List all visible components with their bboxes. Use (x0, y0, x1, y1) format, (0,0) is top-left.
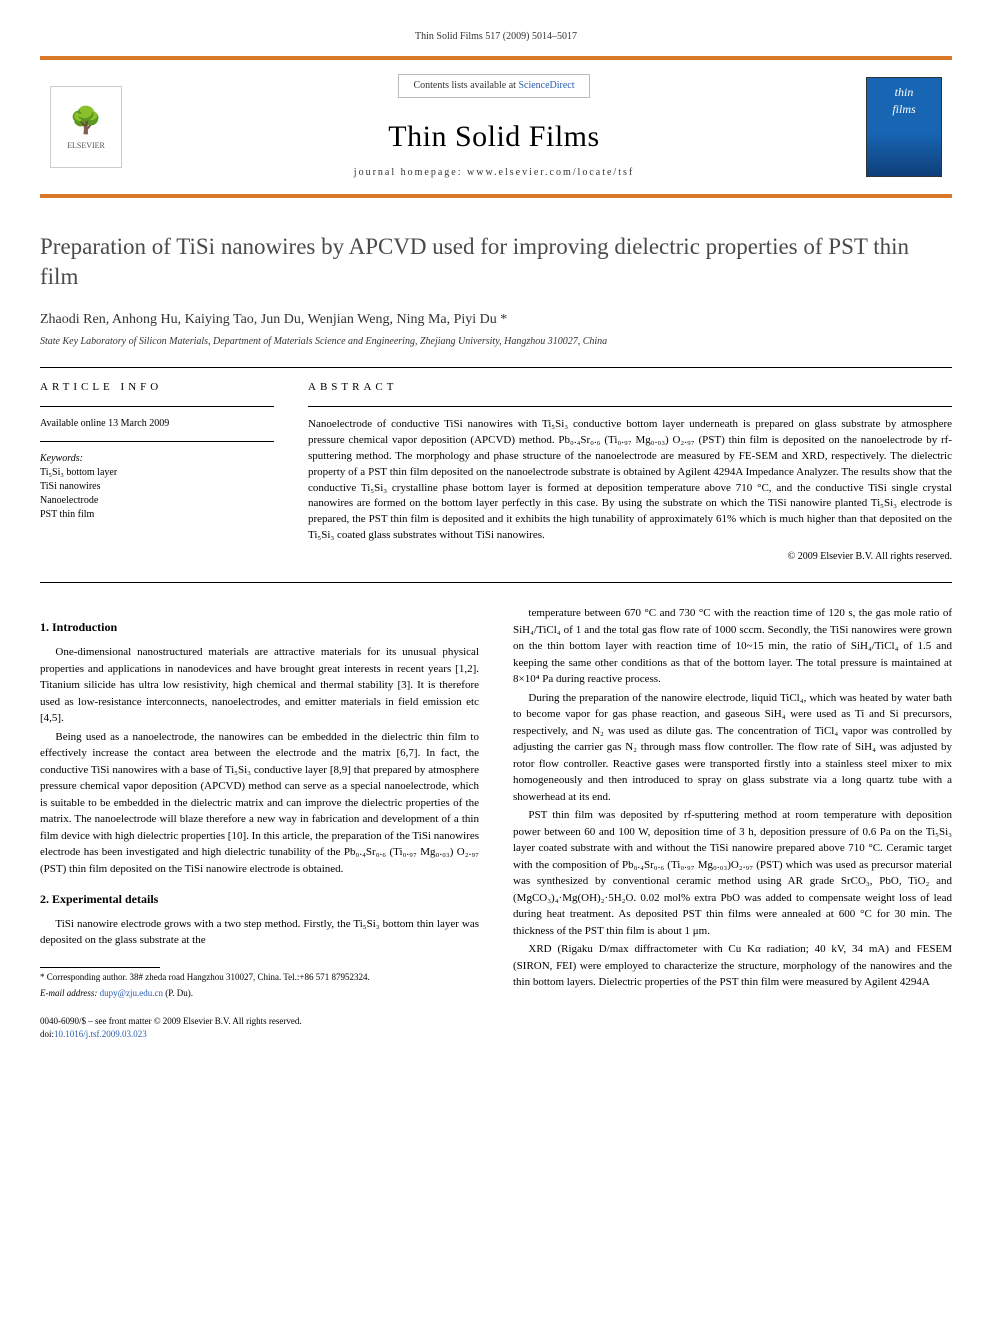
keyword: TiSi nanowires (40, 480, 274, 494)
body-paragraph: PST thin film was deposited by rf-sputte… (513, 807, 952, 939)
available-online: Available online 13 March 2009 (40, 417, 274, 431)
body-paragraph: temperature between 670 °C and 730 °C wi… (513, 605, 952, 688)
article-info-column: ARTICLE INFO Available online 13 March 2… (40, 380, 274, 564)
homepage-prefix: journal homepage: (354, 167, 467, 178)
body-paragraph: During the preparation of the nanowire e… (513, 690, 952, 806)
author-list: Zhaodi Ren, Anhong Hu, Kaiying Tao, Jun … (40, 310, 952, 330)
body-paragraph: TiSi nanowire electrode grows with a two… (40, 916, 479, 949)
keyword: Ti₅Si₃ bottom layer (40, 466, 274, 480)
divider-2 (40, 582, 952, 583)
elsevier-label: ELSEVIER (67, 140, 105, 151)
title-block: Preparation of TiSi nanowires by APCVD u… (40, 232, 952, 292)
abstract-copyright: © 2009 Elsevier B.V. All rights reserved… (308, 550, 952, 564)
doi-line: doi:10.1016/j.tsf.2009.03.023 (40, 1028, 952, 1041)
cover-word-1: thin (895, 84, 914, 101)
corresponding-author-footnote: * Corresponding author. 38# zheda road H… (40, 972, 479, 984)
keyword: PST thin film (40, 508, 274, 522)
journal-name: Thin Solid Films (140, 116, 848, 158)
abstract-text: Nanoelectrode of conductive TiSi nanowir… (308, 417, 952, 545)
running-head: Thin Solid Films 517 (2009) 5014–5017 (40, 30, 952, 44)
masthead: 🌳 ELSEVIER Contents lists available at S… (40, 56, 952, 198)
tree-icon: 🌳 (70, 103, 102, 139)
email-suffix: (P. Du). (163, 988, 193, 998)
left-column: 1. Introduction One-dimensional nanostru… (40, 605, 479, 999)
email-footnote: E-mail address: dupy@zju.edu.cn (P. Du). (40, 988, 479, 1000)
info-abstract-row: ARTICLE INFO Available online 13 March 2… (40, 380, 952, 564)
journal-cover-thumbnail: thin films (866, 77, 942, 177)
listline-prefix: Contents lists available at (413, 80, 518, 91)
front-matter-line: 0040-6090/$ – see front matter © 2009 El… (40, 1015, 952, 1028)
body-paragraph: XRD (Rigaku D/max diffractometer with Cu… (513, 941, 952, 991)
footnote-separator (40, 967, 160, 968)
article-title: Preparation of TiSi nanowires by APCVD u… (40, 232, 952, 292)
keywords-heading: Keywords: (40, 452, 274, 466)
body-paragraph: Being used as a nanoelectrode, the nanow… (40, 729, 479, 878)
homepage-line: journal homepage: www.elsevier.com/locat… (140, 166, 848, 180)
abstract-column: ABSTRACT Nanoelectrode of conductive TiS… (308, 380, 952, 564)
info-underline-2 (40, 441, 274, 442)
contents-list-line: Contents lists available at ScienceDirec… (398, 74, 589, 98)
section-heading-experimental: 2. Experimental details (40, 891, 479, 908)
homepage-url: www.elsevier.com/locate/tsf (467, 167, 634, 178)
keyword: Nanoelectrode (40, 494, 274, 508)
article-info-heading: ARTICLE INFO (40, 380, 274, 395)
elsevier-logo: 🌳 ELSEVIER (50, 86, 122, 168)
footer-block: 0040-6090/$ – see front matter © 2009 El… (40, 1015, 952, 1040)
divider (40, 367, 952, 368)
email-label: E-mail address: (40, 988, 100, 998)
doi-link[interactable]: 10.1016/j.tsf.2009.03.023 (54, 1029, 147, 1039)
affiliation: State Key Laboratory of Silicon Material… (40, 335, 952, 349)
email-link[interactable]: dupy@zju.edu.cn (100, 988, 163, 998)
info-underline (40, 406, 274, 407)
doi-prefix: doi: (40, 1029, 54, 1039)
sciencedirect-link[interactable]: ScienceDirect (518, 80, 574, 91)
right-column: temperature between 670 °C and 730 °C wi… (513, 605, 952, 999)
section-heading-intro: 1. Introduction (40, 619, 479, 636)
masthead-center: Contents lists available at ScienceDirec… (140, 74, 848, 180)
cover-word-2: films (892, 101, 915, 118)
abstract-underline (308, 406, 952, 407)
body-columns: 1. Introduction One-dimensional nanostru… (40, 605, 952, 999)
body-paragraph: One-dimensional nanostructured materials… (40, 644, 479, 727)
abstract-heading: ABSTRACT (308, 380, 952, 395)
